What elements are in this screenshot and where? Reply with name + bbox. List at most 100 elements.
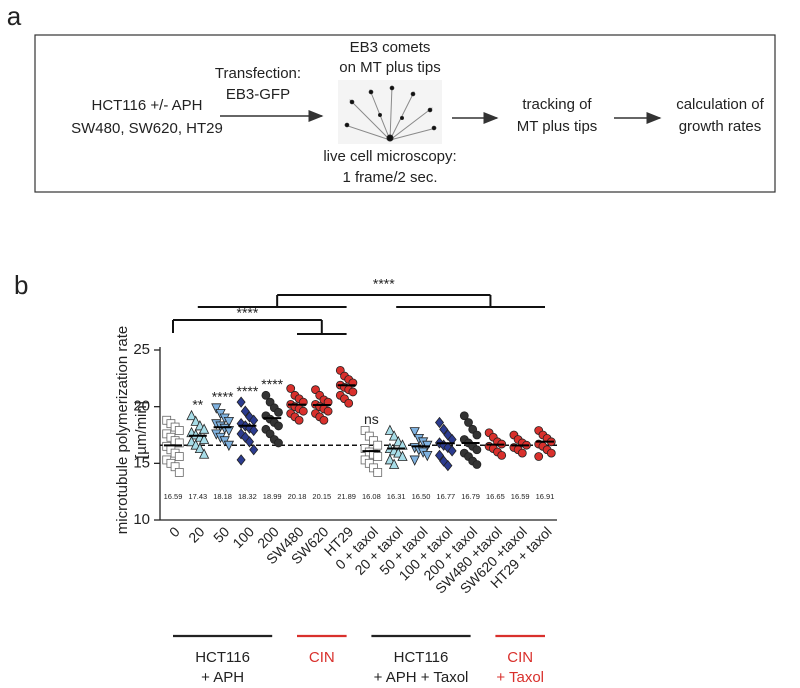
data-point — [186, 409, 197, 421]
data-point — [274, 407, 283, 417]
mean-label: 16.91 — [536, 492, 555, 501]
data-point — [348, 387, 358, 397]
y-tick-label: 25 — [133, 341, 150, 358]
data-point — [409, 455, 420, 466]
step-text: SW480, SW620, HT29 — [71, 120, 223, 137]
x-tick-label: 20 — [185, 523, 207, 545]
data-point — [373, 452, 383, 461]
data-point — [244, 436, 255, 448]
data-point — [223, 440, 235, 452]
x-tick-label: 0 — [166, 523, 183, 540]
data-point — [497, 450, 507, 460]
significance-label: **** — [261, 376, 283, 392]
step-text: Transfection: — [215, 65, 301, 82]
data-point — [323, 406, 333, 416]
step-text: growth rates — [679, 118, 762, 135]
panel-label: b — [14, 270, 28, 300]
group-label: + APH + Taxol — [374, 669, 469, 686]
panel-a: a HCT116 +/- APH SW480, SW620, HT29 Tran… — [7, 1, 776, 193]
data-point — [298, 406, 308, 416]
group-label: + Taxol — [496, 669, 544, 686]
data-point — [422, 450, 433, 462]
data-point — [409, 427, 420, 438]
data-point — [388, 430, 400, 441]
group-label: + APH — [201, 669, 244, 686]
data-point — [434, 449, 445, 462]
data-point — [194, 442, 206, 454]
step-text: EB3 comets — [350, 39, 431, 56]
data-point — [439, 423, 449, 435]
mean-label: 16.79 — [461, 492, 480, 501]
mean-label: 20.15 — [312, 492, 331, 501]
data-point — [174, 467, 184, 477]
mean-label: 16.50 — [412, 492, 431, 501]
bracket-label: **** — [373, 276, 395, 292]
y-axis-title: [µm/min] — [133, 401, 150, 459]
significance-label: ** — [192, 396, 203, 412]
data-point — [249, 444, 259, 456]
data-point — [174, 452, 184, 461]
data-point — [472, 460, 482, 469]
mean-label: 16.77 — [436, 492, 455, 501]
mean-label: 20.18 — [288, 492, 307, 501]
step-text: HCT116 +/- APH — [91, 97, 202, 114]
comet-image — [338, 80, 442, 144]
data-point — [388, 458, 400, 469]
mean-label: 21.89 — [337, 492, 356, 501]
group-label: HCT116 — [394, 649, 449, 666]
data-point — [198, 448, 210, 459]
step-text: on MT plus tips — [339, 59, 440, 76]
data-point — [174, 438, 184, 448]
data-point — [190, 415, 201, 426]
data-point — [286, 384, 296, 393]
data-point — [274, 421, 283, 431]
schematic-box — [34, 34, 776, 193]
mean-label: 16.59 — [164, 492, 183, 501]
step-text: tracking of — [522, 96, 592, 113]
data-point — [447, 433, 457, 446]
data-point — [240, 405, 250, 417]
significance-label: **** — [212, 389, 234, 405]
significance-label: ns — [364, 411, 379, 427]
mean-label: 17.43 — [188, 492, 207, 501]
bracket-label: **** — [237, 305, 259, 321]
mean-label: 18.99 — [263, 492, 282, 501]
data-point — [344, 398, 354, 408]
x-tick-label: 100 — [229, 523, 257, 551]
y-tick-label: 20 — [133, 398, 150, 415]
data-point — [397, 450, 408, 461]
group-label: CIN — [507, 649, 533, 666]
panel-label: a — [7, 1, 22, 31]
data-point — [261, 390, 271, 400]
mean-label: 16.59 — [511, 492, 530, 501]
data-point — [434, 416, 445, 429]
data-point — [373, 467, 383, 477]
y-tick-label: 10 — [133, 511, 150, 528]
mean-label: 16.31 — [387, 492, 406, 501]
data-point — [174, 426, 184, 435]
data-point — [223, 416, 235, 428]
step-text: EB3-GFP — [226, 86, 290, 103]
step-text: calculation of — [676, 96, 764, 113]
mean-label: 16.08 — [362, 492, 381, 501]
data-point — [472, 445, 482, 455]
data-point — [211, 403, 222, 414]
data-point — [517, 448, 527, 458]
step-text: live cell microscopy: — [323, 148, 456, 165]
data-point — [319, 415, 329, 425]
significance-label: **** — [237, 383, 259, 399]
y-tick-label: 15 — [133, 454, 150, 471]
data-point — [459, 411, 469, 421]
step-text: 1 frame/2 sec. — [342, 169, 437, 186]
data-point — [472, 430, 482, 440]
mean-label: 18.18 — [213, 492, 232, 501]
group-label: HCT116 — [195, 649, 250, 666]
data-point — [236, 454, 246, 466]
data-point — [373, 440, 383, 450]
data-point — [198, 433, 210, 444]
data-point — [546, 448, 556, 458]
data-point — [464, 418, 473, 427]
data-point — [443, 459, 453, 472]
data-point — [447, 445, 457, 457]
